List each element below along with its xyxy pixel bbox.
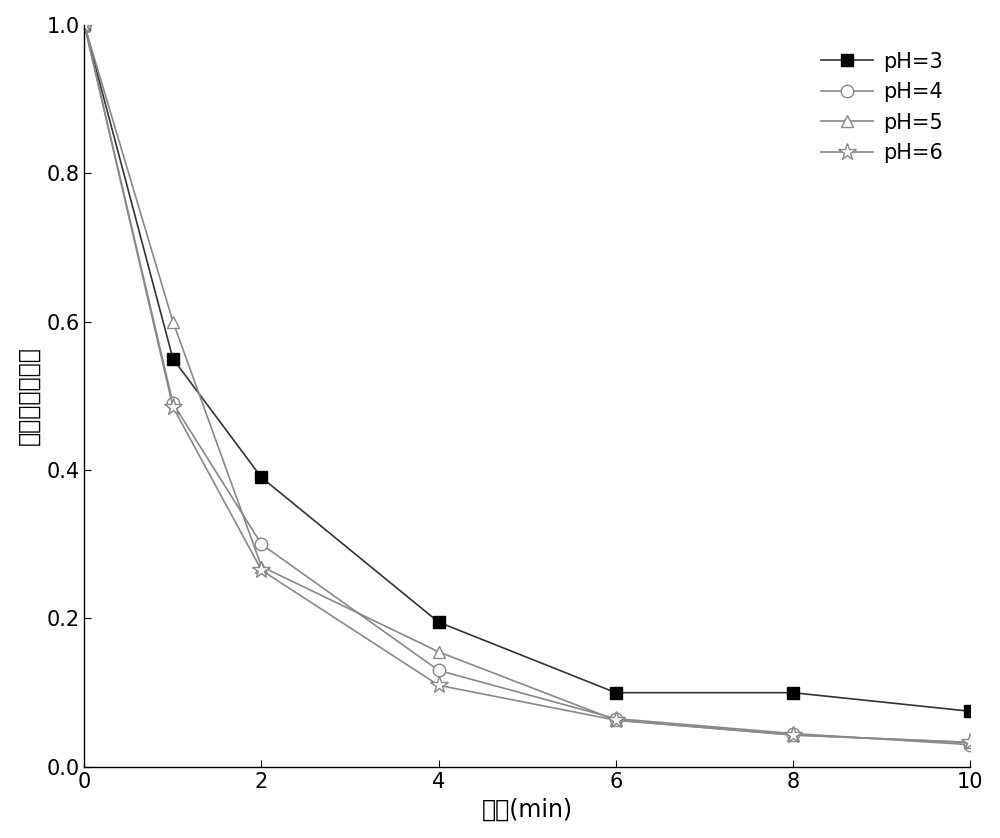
- Line: pH=4: pH=4: [78, 18, 976, 751]
- pH=6: [167, 402, 179, 412]
- pH=5: [964, 737, 976, 747]
- pH=3: [78, 19, 90, 29]
- Y-axis label: 总础的去除效率: 总础的去除效率: [17, 346, 41, 445]
- pH=3: [610, 688, 622, 698]
- pH=3: [255, 473, 267, 483]
- Line: pH=6: pH=6: [75, 16, 979, 752]
- Legend: pH=3, pH=4, pH=5, pH=6: pH=3, pH=4, pH=5, pH=6: [804, 35, 960, 179]
- pH=4: [610, 714, 622, 724]
- pH=5: [78, 19, 90, 29]
- Line: pH=5: pH=5: [78, 18, 976, 748]
- pH=4: [255, 539, 267, 549]
- Line: pH=3: pH=3: [78, 18, 976, 717]
- pH=6: [255, 565, 267, 575]
- pH=6: [78, 19, 90, 29]
- pH=3: [964, 706, 976, 716]
- pH=6: [610, 715, 622, 725]
- pH=6: [964, 737, 976, 747]
- pH=4: [787, 728, 799, 738]
- pH=3: [433, 617, 445, 627]
- pH=3: [787, 688, 799, 698]
- pH=5: [610, 715, 622, 725]
- pH=5: [433, 647, 445, 657]
- X-axis label: 时间(min): 时间(min): [482, 797, 573, 821]
- pH=5: [255, 561, 267, 572]
- pH=4: [964, 740, 976, 750]
- pH=4: [78, 19, 90, 29]
- pH=6: [787, 730, 799, 740]
- pH=5: [787, 730, 799, 740]
- pH=6: [433, 680, 445, 691]
- pH=3: [167, 354, 179, 364]
- pH=5: [167, 317, 179, 327]
- pH=4: [167, 398, 179, 408]
- pH=4: [433, 665, 445, 675]
